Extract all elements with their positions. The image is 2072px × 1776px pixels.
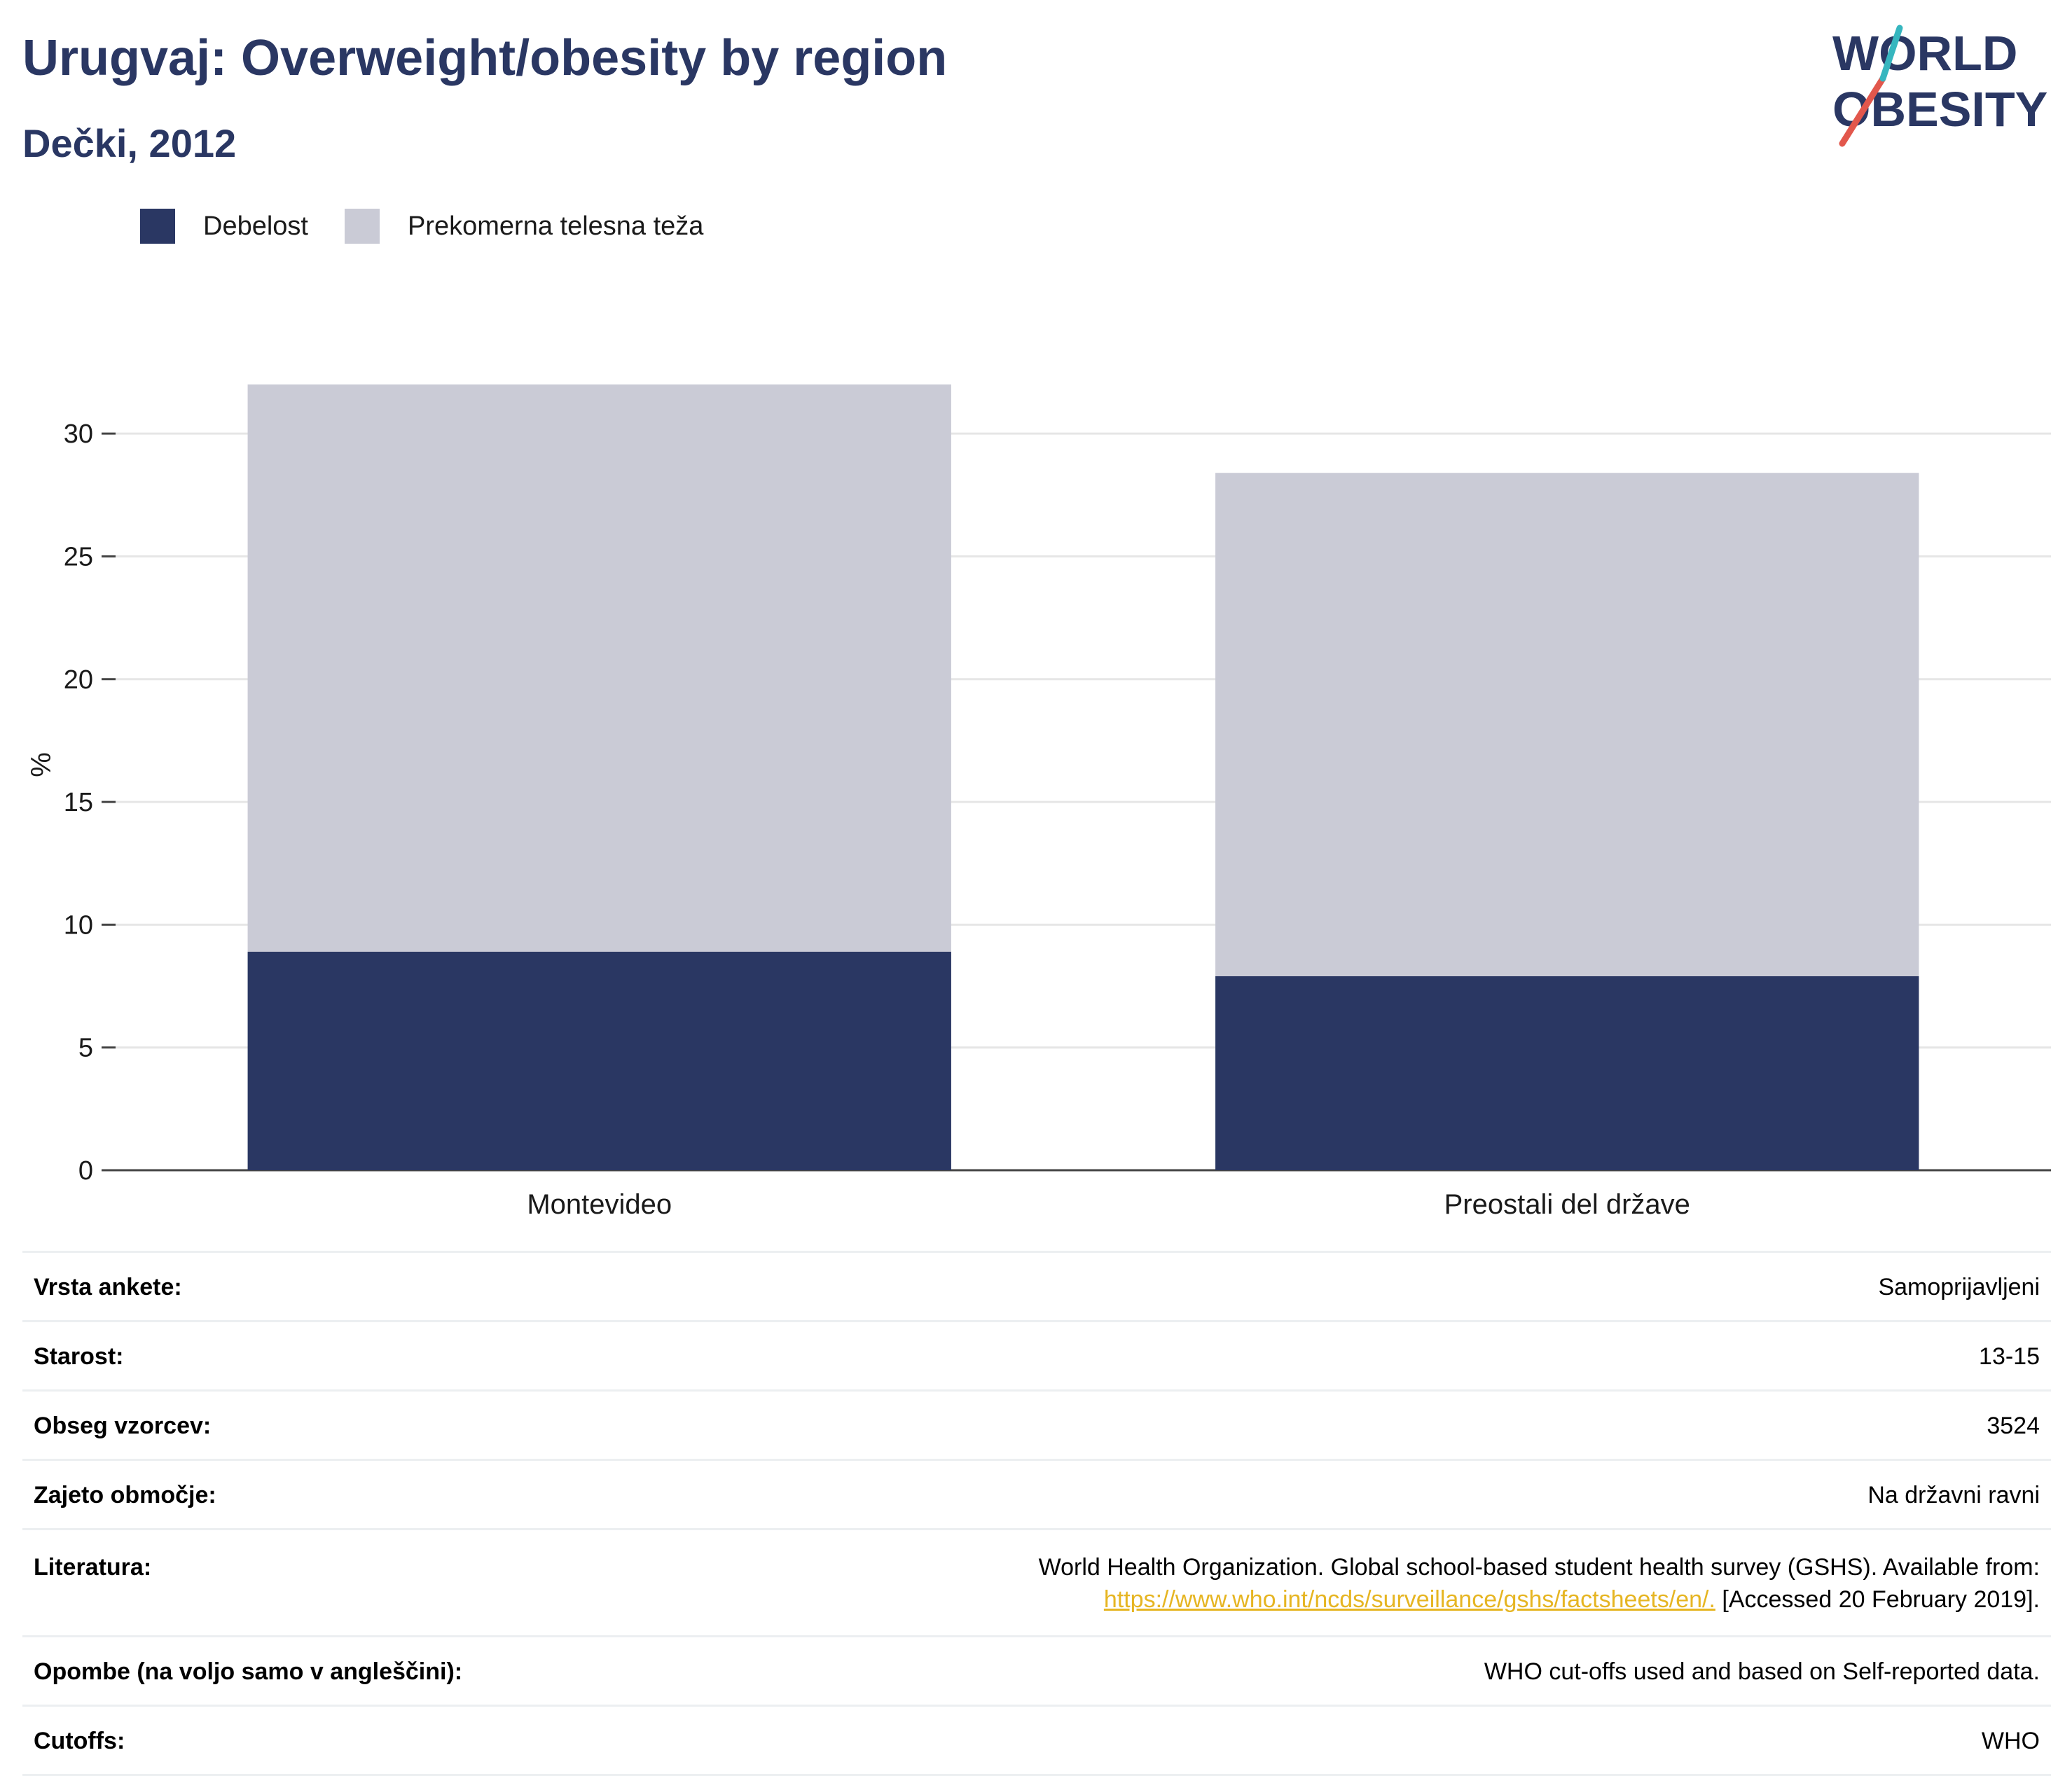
legend: Debelost Prekomerna telesna teža	[140, 207, 740, 245]
logo-line1: WORLD	[1832, 26, 2017, 81]
legend-item-prekomerna[interactable]: Prekomerna telesna teža	[344, 209, 704, 244]
info-row-age: Starost: 13-15	[22, 1322, 2051, 1392]
info-row-notes: Opombe (na voljo samo v angleščini): WHO…	[22, 1637, 2051, 1707]
bar-prekomerna-1[interactable]	[1215, 473, 1919, 977]
reference-accessed: [Accessed 20 February 2019].	[1715, 1586, 2040, 1613]
y-tick-label: 15	[64, 788, 93, 817]
legend-label-debelost: Debelost	[203, 211, 308, 241]
x-tick-label: Preostali del države	[1444, 1189, 1690, 1219]
info-value: Na državni ravni	[1867, 1482, 2040, 1508]
legend-swatch-debelost	[140, 209, 175, 244]
info-key: Literatura:	[34, 1554, 152, 1581]
info-value: Samoprijavljeni	[1878, 1274, 2040, 1300]
y-tick-label: 10	[64, 910, 93, 940]
y-tick-label: 25	[64, 542, 93, 571]
bars	[247, 384, 1919, 1170]
bar-prekomerna-0[interactable]	[247, 384, 951, 952]
info-key: Zajeto območje:	[34, 1482, 216, 1508]
reference-text: World Health Organization. Global school…	[1038, 1554, 2040, 1581]
info-key: Cutoffs:	[34, 1728, 125, 1754]
info-key: Starost:	[34, 1343, 124, 1370]
y-tick-label: 0	[78, 1156, 93, 1186]
info-row-area-covered: Zajeto območje: Na državni ravni	[22, 1461, 2051, 1530]
y-tick-label: 5	[78, 1034, 93, 1063]
info-row-survey-type: Vrsta ankete: Samoprijavljeni	[22, 1253, 2051, 1322]
bar-chart: 0 5 10 15 20 25 30 Montevideo Preostali del drž…	[26, 384, 2051, 1219]
bar-debelost-1[interactable]	[1215, 976, 1919, 1170]
logo-line2: OBESITY	[1832, 82, 2047, 137]
chart-title: Urugvaj: Overweight/obesity by region	[22, 30, 948, 86]
y-axis-ticks: 0 5 10 15 20 25 30	[64, 419, 116, 1186]
bar-debelost-0[interactable]	[247, 951, 951, 1170]
info-row-references: Literatura: World Health Organization. G…	[22, 1530, 2051, 1637]
info-row-sample-size: Obseg vzorcev: 3524	[22, 1392, 2051, 1461]
legend-swatch-prekomerna	[344, 209, 380, 244]
info-value: 3524	[1987, 1413, 2040, 1439]
legend-label-prekomerna: Prekomerna telesna teža	[407, 211, 704, 241]
y-tick-label: 30	[64, 419, 93, 449]
y-axis-label: %	[26, 752, 57, 777]
info-value: World Health Organization. Global school…	[1039, 1551, 2040, 1616]
x-axis-ticks: Montevideo Preostali del države	[527, 1189, 1690, 1219]
x-tick-label: Montevideo	[527, 1189, 672, 1219]
info-value: 13-15	[1979, 1343, 2040, 1370]
info-table: Vrsta ankete: Samoprijavljeni Starost: 1…	[22, 1251, 2051, 1776]
info-value: WHO cut-offs used and based on Self-repo…	[1484, 1658, 2040, 1685]
reference-link[interactable]: https://www.who.int/ncds/surveillance/gs…	[1103, 1586, 1715, 1613]
legend-item-debelost[interactable]: Debelost	[140, 209, 308, 244]
info-value: WHO	[1981, 1728, 2040, 1754]
y-tick-label: 20	[64, 665, 93, 695]
chart-subtitle: Dečki, 2012	[22, 121, 237, 165]
info-key: Vrsta ankete:	[34, 1274, 182, 1300]
info-row-cutoffs: Cutoffs: WHO	[22, 1707, 2051, 1776]
world-obesity-logo: WORLD OBESITY	[1832, 25, 2047, 147]
info-key: Obseg vzorcev:	[34, 1413, 212, 1439]
info-key: Opombe (na voljo samo v angleščini):	[34, 1658, 463, 1685]
